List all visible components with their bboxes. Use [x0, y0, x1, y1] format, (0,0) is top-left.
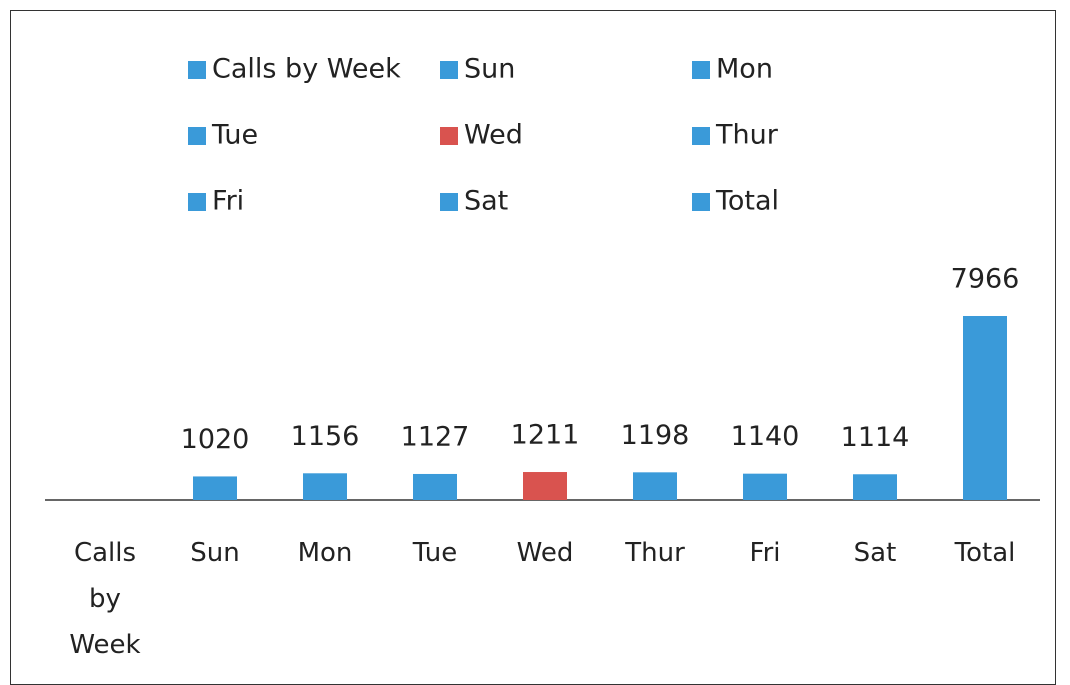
legend-swatch: [692, 61, 710, 79]
legend-label: Fri: [212, 186, 244, 217]
x-tick-label: Mon: [297, 538, 353, 568]
legend-swatch: [440, 61, 458, 79]
legend-swatch: [440, 193, 458, 211]
bar: [853, 474, 897, 500]
legend-label: Sat: [464, 186, 508, 217]
legend-swatch: [188, 127, 206, 145]
legend-swatch: [440, 127, 458, 145]
legend-label: Sun: [464, 54, 515, 85]
x-tick-label: Fri: [749, 538, 781, 568]
x-tick-label: Total: [954, 538, 1016, 568]
x-tick-label: Calls by Week: [69, 538, 141, 660]
legend-label: Calls by Week: [212, 54, 401, 85]
value-label: 1127: [401, 421, 470, 452]
legend-label: Thur: [715, 120, 779, 151]
value-label: 7966: [951, 264, 1020, 295]
legend-swatch: [188, 61, 206, 79]
legend-label: Mon: [716, 54, 773, 85]
bar: [523, 472, 567, 500]
value-label: 1198: [621, 420, 690, 451]
x-tick-label: Tue: [412, 538, 458, 568]
legend-swatch: [692, 193, 710, 211]
x-tick-label: Thur: [625, 538, 685, 568]
value-label: 1140: [731, 421, 800, 452]
x-tick-label: Sun: [190, 538, 240, 568]
value-label: 1114: [841, 422, 910, 453]
x-tick-label: Wed: [516, 538, 574, 568]
legend-label: Tue: [211, 120, 258, 151]
bar: [743, 473, 787, 500]
bar: [633, 472, 677, 500]
value-label: 1020: [181, 424, 250, 455]
bar: [413, 473, 457, 500]
bar: [963, 316, 1007, 500]
legend-label: Total: [715, 186, 779, 217]
bar: [303, 473, 347, 500]
bar: [193, 476, 237, 500]
value-label: 1211: [511, 420, 580, 451]
x-tick-label: Sat: [853, 538, 897, 568]
value-label: 1156: [291, 421, 360, 452]
legend-swatch: [188, 193, 206, 211]
legend-swatch: [692, 127, 710, 145]
legend-label: Wed: [464, 120, 523, 151]
